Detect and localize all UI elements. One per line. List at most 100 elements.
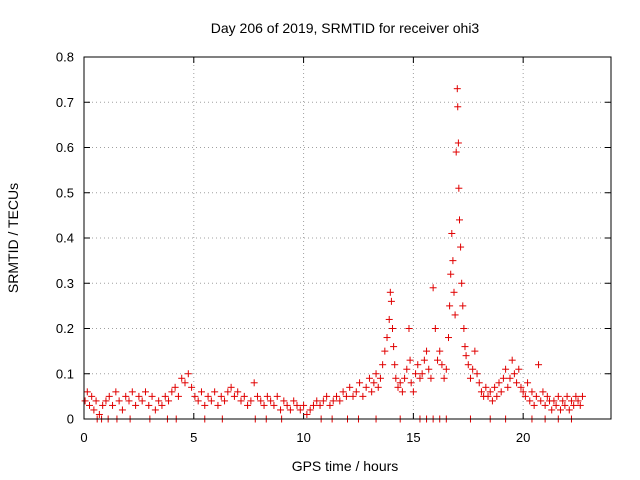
- data-point: [102, 397, 110, 405]
- data-point: [141, 388, 149, 396]
- data-point: [109, 401, 117, 409]
- data-point: [181, 379, 189, 387]
- data-point: [379, 361, 387, 369]
- data-point: [550, 397, 558, 405]
- y-tick-label: 0.6: [56, 140, 74, 155]
- data-point: [234, 388, 242, 396]
- data-point: [493, 392, 501, 400]
- data-point: [370, 379, 378, 387]
- data-point: [333, 392, 341, 400]
- data-point: [499, 374, 507, 382]
- data-point: [155, 397, 163, 405]
- data-points: [81, 85, 586, 423]
- x-axis-label: GPS time / hours: [292, 458, 399, 474]
- data-point: [316, 401, 324, 409]
- data-point: [552, 401, 560, 409]
- data-point: [539, 388, 547, 396]
- data-point: [135, 392, 143, 400]
- data-point: [267, 397, 275, 405]
- data-point: [423, 347, 431, 355]
- data-point: [165, 397, 173, 405]
- plot-frame: [83, 56, 612, 420]
- data-point: [457, 243, 465, 251]
- data-point: [211, 388, 219, 396]
- data-point: [559, 397, 567, 405]
- axis-ticks: 0 0.1 0.2 0.3 0.4 0.5 0.6 0.7 0.8 0 5 10 15 20: [56, 50, 611, 445]
- data-point: [381, 347, 389, 355]
- data-point: [425, 365, 433, 373]
- data-point: [313, 397, 321, 405]
- y-tick-label: 0: [67, 412, 74, 427]
- data-point: [574, 397, 582, 405]
- data-point: [263, 392, 271, 400]
- y-axis-label: SRMTID / TECUs: [5, 183, 21, 293]
- data-point: [453, 85, 461, 93]
- data-point: [372, 370, 380, 378]
- data-point: [418, 370, 426, 378]
- data-point: [339, 388, 347, 396]
- data-point: [352, 388, 360, 396]
- data-point: [356, 379, 364, 387]
- data-point: [90, 406, 98, 414]
- data-point: [475, 379, 483, 387]
- y-tick-label: 0.8: [56, 50, 74, 65]
- data-point: [466, 374, 474, 382]
- data-point: [469, 365, 477, 373]
- data-point: [184, 370, 192, 378]
- data-point: [260, 401, 268, 409]
- data-point: [128, 388, 136, 396]
- data-point: [486, 388, 494, 396]
- data-point: [346, 383, 354, 391]
- data-point: [521, 392, 529, 400]
- data-point: [406, 356, 414, 364]
- data-point: [283, 401, 291, 409]
- data-point: [336, 397, 344, 405]
- data-point: [462, 352, 470, 360]
- data-point: [567, 397, 575, 405]
- data-point: [452, 148, 460, 156]
- data-point: [145, 401, 153, 409]
- data-point: [460, 325, 468, 332]
- data-point: [414, 361, 422, 369]
- data-point: [409, 388, 417, 396]
- data-point: [513, 379, 521, 387]
- data-point: [188, 383, 196, 391]
- data-point: [420, 356, 428, 364]
- data-point: [158, 401, 166, 409]
- x-tick-label: 10: [296, 430, 310, 445]
- data-point: [112, 388, 120, 396]
- y-tick-label: 0.3: [56, 276, 74, 291]
- data-point: [484, 392, 492, 400]
- data-point: [401, 374, 409, 382]
- data-point: [125, 397, 133, 405]
- data-point: [442, 365, 450, 373]
- data-point: [554, 392, 562, 400]
- data-point: [438, 361, 446, 369]
- x-tick-label: 5: [190, 430, 197, 445]
- data-point: [178, 374, 186, 382]
- data-point: [296, 406, 304, 414]
- data-point: [541, 401, 549, 409]
- data-point: [374, 383, 382, 391]
- data-point: [250, 379, 258, 387]
- data-point: [286, 406, 294, 414]
- y-tick-label: 0.4: [56, 231, 74, 246]
- data-point: [247, 397, 255, 405]
- data-point: [392, 374, 400, 382]
- data-point: [436, 347, 444, 355]
- data-point: [290, 397, 298, 405]
- data-point: [270, 401, 278, 409]
- data-point: [217, 392, 225, 400]
- data-point: [578, 392, 586, 400]
- data-point: [230, 392, 238, 400]
- data-point: [115, 397, 123, 405]
- data-point: [174, 392, 182, 400]
- data-point: [148, 392, 156, 400]
- data-point: [403, 365, 411, 373]
- data-point: [81, 397, 89, 405]
- data-point: [504, 383, 512, 391]
- data-point: [563, 392, 571, 400]
- data-point: [407, 379, 415, 387]
- data-point: [412, 370, 420, 378]
- data-point: [362, 383, 370, 391]
